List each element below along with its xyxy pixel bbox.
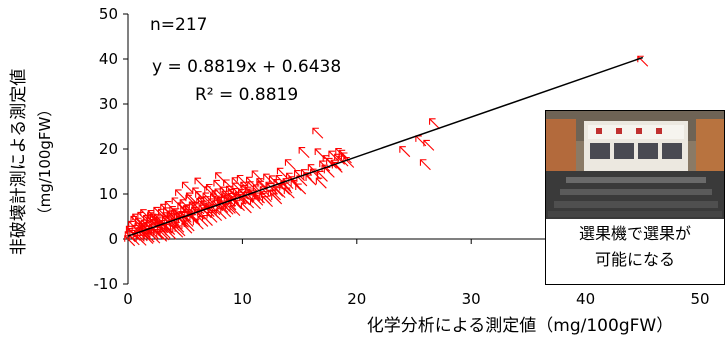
data-point: [194, 177, 206, 189]
y-tick-label: 50: [99, 5, 118, 23]
data-point: [221, 190, 233, 202]
data-point: [286, 172, 297, 184]
data-point: [163, 207, 175, 219]
y-axis-title-main: 非破壊計測による測定値: [9, 69, 29, 256]
data-point: [165, 228, 177, 240]
data-point: [195, 191, 207, 203]
data-point: [222, 203, 234, 215]
data-point: [173, 221, 185, 233]
data-point: [256, 178, 268, 190]
data-point: [225, 185, 237, 197]
x-tick-label: 50: [690, 290, 709, 308]
data-point: [197, 215, 209, 227]
data-point: [233, 200, 245, 212]
photo-caption-line-2: 可能になる: [594, 250, 675, 269]
data-point: [203, 196, 215, 208]
data-point: [275, 174, 287, 186]
data-point: [276, 167, 288, 179]
data-point: [251, 170, 263, 182]
data-point: [284, 159, 296, 171]
sorting-machine-photo: [546, 111, 724, 219]
r-squared-label: R² = 0.8819: [195, 85, 298, 105]
data-point: [274, 187, 286, 199]
data-point: [231, 177, 243, 189]
data-point: [140, 209, 152, 221]
data-point: [142, 233, 154, 244]
data-point: [267, 189, 279, 201]
y-axis-title-unit: （mg/100gFW）: [36, 102, 54, 223]
sample-count-label: n=217: [150, 15, 207, 35]
data-point: [214, 188, 226, 200]
x-tick-label: 20: [347, 290, 366, 308]
data-point: [316, 170, 328, 182]
data-point: [149, 232, 161, 244]
data-point: [213, 179, 225, 191]
data-point: [250, 198, 261, 210]
data-point: [175, 189, 187, 201]
data-point: [312, 127, 324, 139]
y-axis-title: 非破壊計測による測定値 （mg/100gFW）: [9, 69, 54, 256]
data-point: [174, 225, 186, 237]
data-point: [247, 181, 259, 193]
data-point: [196, 197, 208, 209]
data-point: [338, 149, 350, 161]
sorting-machine-photo-box: 選果機で選果が 可能になる: [545, 110, 725, 285]
data-point: [132, 213, 144, 225]
data-point: [263, 173, 275, 185]
data-point: [169, 206, 181, 217]
x-axis-title: 化学分析による測定値（mg/100gFW）: [367, 316, 673, 336]
data-point: [423, 139, 435, 151]
y-tick-label: 10: [99, 185, 118, 203]
y-tick-label: 30: [99, 95, 118, 113]
data-point: [224, 202, 236, 214]
y-tick-label: 0: [108, 230, 118, 248]
data-point: [229, 205, 241, 217]
data-point: [181, 181, 193, 193]
data-point: [315, 177, 327, 189]
data-point: [153, 214, 165, 226]
data-point: [185, 192, 197, 204]
data-point: [243, 197, 255, 209]
data-point: [183, 220, 195, 232]
data-point: [319, 160, 331, 172]
data-point: [192, 218, 204, 230]
data-point: [156, 230, 168, 242]
x-tick-label: 30: [462, 290, 481, 308]
data-point: [223, 179, 235, 191]
data-point: [209, 193, 221, 205]
data-point: [252, 194, 264, 206]
regression-line: [127, 56, 644, 237]
data-point: [305, 174, 317, 186]
x-tick-label: 10: [233, 290, 252, 308]
y-tick-label: 20: [99, 140, 118, 158]
data-point: [211, 210, 223, 221]
data-point: [215, 208, 227, 220]
data-point: [335, 147, 347, 159]
data-point: [295, 183, 307, 195]
data-point: [419, 159, 431, 171]
regression-equation-label: y = 0.8819x + 0.6438: [152, 57, 341, 77]
data-point: [166, 212, 178, 224]
data-point: [259, 192, 271, 204]
data-point: [220, 206, 232, 218]
photo-caption: 選果機で選果が 可能になる: [546, 221, 724, 273]
data-point: [298, 147, 310, 158]
data-point: [204, 186, 216, 198]
data-point: [322, 155, 334, 167]
x-tick-label: 0: [123, 290, 133, 308]
data-point: [429, 118, 440, 130]
y-tick-label: 40: [99, 50, 118, 68]
data-point: [283, 187, 295, 199]
data-point: [334, 153, 346, 165]
data-point: [201, 215, 213, 226]
data-point: [399, 146, 411, 158]
y-tick-label: -10: [94, 275, 119, 293]
data-point: [135, 234, 147, 246]
photo-caption-line-1: 選果機で選果が: [578, 224, 691, 243]
data-point: [206, 211, 218, 223]
x-tick-label: 40: [576, 290, 595, 308]
data-point: [236, 174, 248, 186]
data-points: [124, 55, 649, 247]
